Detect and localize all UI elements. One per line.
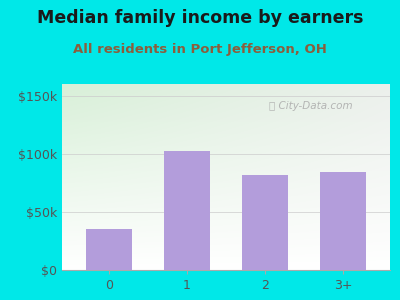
Text: All residents in Port Jefferson, OH: All residents in Port Jefferson, OH	[73, 44, 327, 56]
Text: ⓘ City-Data.com: ⓘ City-Data.com	[270, 101, 353, 111]
Bar	[242, 175, 288, 270]
Text: Median family income by earners: Median family income by earners	[37, 9, 363, 27]
Bar	[86, 229, 132, 270]
Bar	[164, 152, 210, 270]
Bar	[320, 172, 366, 270]
